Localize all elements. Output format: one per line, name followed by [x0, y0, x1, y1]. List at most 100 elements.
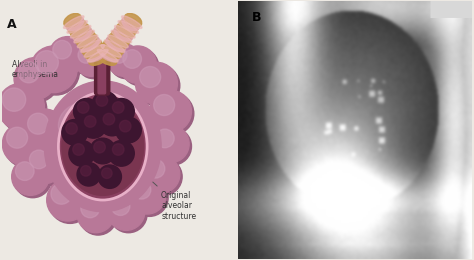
- Circle shape: [103, 113, 115, 125]
- Ellipse shape: [96, 50, 117, 65]
- Circle shape: [49, 37, 86, 74]
- Circle shape: [116, 117, 141, 143]
- Ellipse shape: [125, 14, 142, 27]
- Circle shape: [51, 183, 72, 204]
- Ellipse shape: [104, 40, 124, 55]
- Circle shape: [94, 141, 105, 153]
- Circle shape: [49, 181, 91, 223]
- Circle shape: [90, 138, 116, 164]
- Circle shape: [69, 180, 88, 199]
- Ellipse shape: [101, 45, 121, 57]
- Ellipse shape: [88, 49, 108, 62]
- Circle shape: [0, 83, 45, 130]
- Circle shape: [126, 144, 164, 181]
- Ellipse shape: [45, 81, 161, 212]
- Circle shape: [28, 149, 65, 186]
- Ellipse shape: [118, 21, 138, 33]
- Circle shape: [108, 193, 145, 230]
- Circle shape: [109, 140, 134, 166]
- Circle shape: [77, 46, 110, 79]
- Ellipse shape: [117, 23, 135, 37]
- Circle shape: [106, 182, 122, 199]
- Ellipse shape: [68, 20, 86, 34]
- Circle shape: [119, 120, 131, 132]
- Circle shape: [62, 120, 88, 145]
- Circle shape: [136, 62, 177, 104]
- Ellipse shape: [122, 17, 139, 31]
- Circle shape: [0, 86, 47, 132]
- Circle shape: [154, 128, 191, 165]
- Ellipse shape: [80, 37, 100, 51]
- Text: B: B: [252, 11, 262, 24]
- Circle shape: [26, 111, 68, 153]
- Circle shape: [138, 65, 180, 107]
- FancyBboxPatch shape: [98, 54, 106, 94]
- Circle shape: [154, 95, 174, 115]
- Circle shape: [128, 107, 166, 144]
- Ellipse shape: [108, 35, 128, 48]
- Ellipse shape: [71, 23, 89, 37]
- Ellipse shape: [114, 27, 133, 41]
- Ellipse shape: [58, 93, 147, 200]
- Circle shape: [140, 67, 161, 88]
- Circle shape: [14, 58, 56, 100]
- Ellipse shape: [82, 40, 102, 55]
- Circle shape: [17, 60, 58, 102]
- Ellipse shape: [74, 30, 94, 43]
- Ellipse shape: [89, 50, 110, 65]
- Circle shape: [73, 144, 84, 155]
- Circle shape: [98, 165, 121, 188]
- Circle shape: [111, 197, 130, 216]
- Circle shape: [69, 140, 95, 166]
- Circle shape: [110, 46, 143, 79]
- Circle shape: [68, 179, 105, 216]
- Ellipse shape: [71, 25, 91, 38]
- Circle shape: [78, 47, 94, 63]
- Ellipse shape: [119, 20, 137, 34]
- Circle shape: [77, 195, 114, 233]
- Circle shape: [103, 179, 136, 212]
- Circle shape: [2, 88, 26, 111]
- Circle shape: [109, 99, 134, 124]
- Circle shape: [145, 158, 182, 195]
- Circle shape: [33, 48, 80, 95]
- Circle shape: [81, 199, 100, 218]
- Circle shape: [5, 125, 47, 167]
- Ellipse shape: [75, 30, 94, 44]
- Ellipse shape: [106, 37, 126, 51]
- Circle shape: [155, 129, 174, 148]
- Ellipse shape: [109, 33, 128, 48]
- Circle shape: [16, 162, 34, 180]
- Circle shape: [152, 125, 189, 163]
- Circle shape: [149, 90, 191, 132]
- Circle shape: [65, 177, 103, 214]
- Ellipse shape: [104, 40, 125, 53]
- Circle shape: [99, 110, 125, 136]
- FancyBboxPatch shape: [95, 53, 110, 95]
- Ellipse shape: [99, 47, 119, 62]
- Circle shape: [111, 47, 127, 63]
- Ellipse shape: [115, 25, 135, 38]
- Circle shape: [152, 93, 194, 135]
- Circle shape: [96, 95, 108, 106]
- Circle shape: [112, 102, 124, 113]
- Circle shape: [23, 109, 65, 151]
- Circle shape: [143, 156, 180, 193]
- Circle shape: [108, 44, 140, 76]
- Ellipse shape: [111, 30, 132, 43]
- Ellipse shape: [97, 49, 118, 62]
- Circle shape: [84, 116, 96, 127]
- Ellipse shape: [73, 27, 91, 41]
- Circle shape: [12, 158, 49, 195]
- Circle shape: [75, 44, 108, 76]
- Circle shape: [132, 180, 151, 199]
- Circle shape: [110, 195, 147, 233]
- Circle shape: [124, 142, 161, 179]
- Circle shape: [27, 113, 49, 134]
- Ellipse shape: [77, 33, 97, 48]
- Circle shape: [53, 40, 72, 59]
- Ellipse shape: [64, 14, 81, 27]
- Circle shape: [14, 160, 51, 198]
- Ellipse shape: [121, 16, 142, 29]
- Circle shape: [121, 48, 159, 86]
